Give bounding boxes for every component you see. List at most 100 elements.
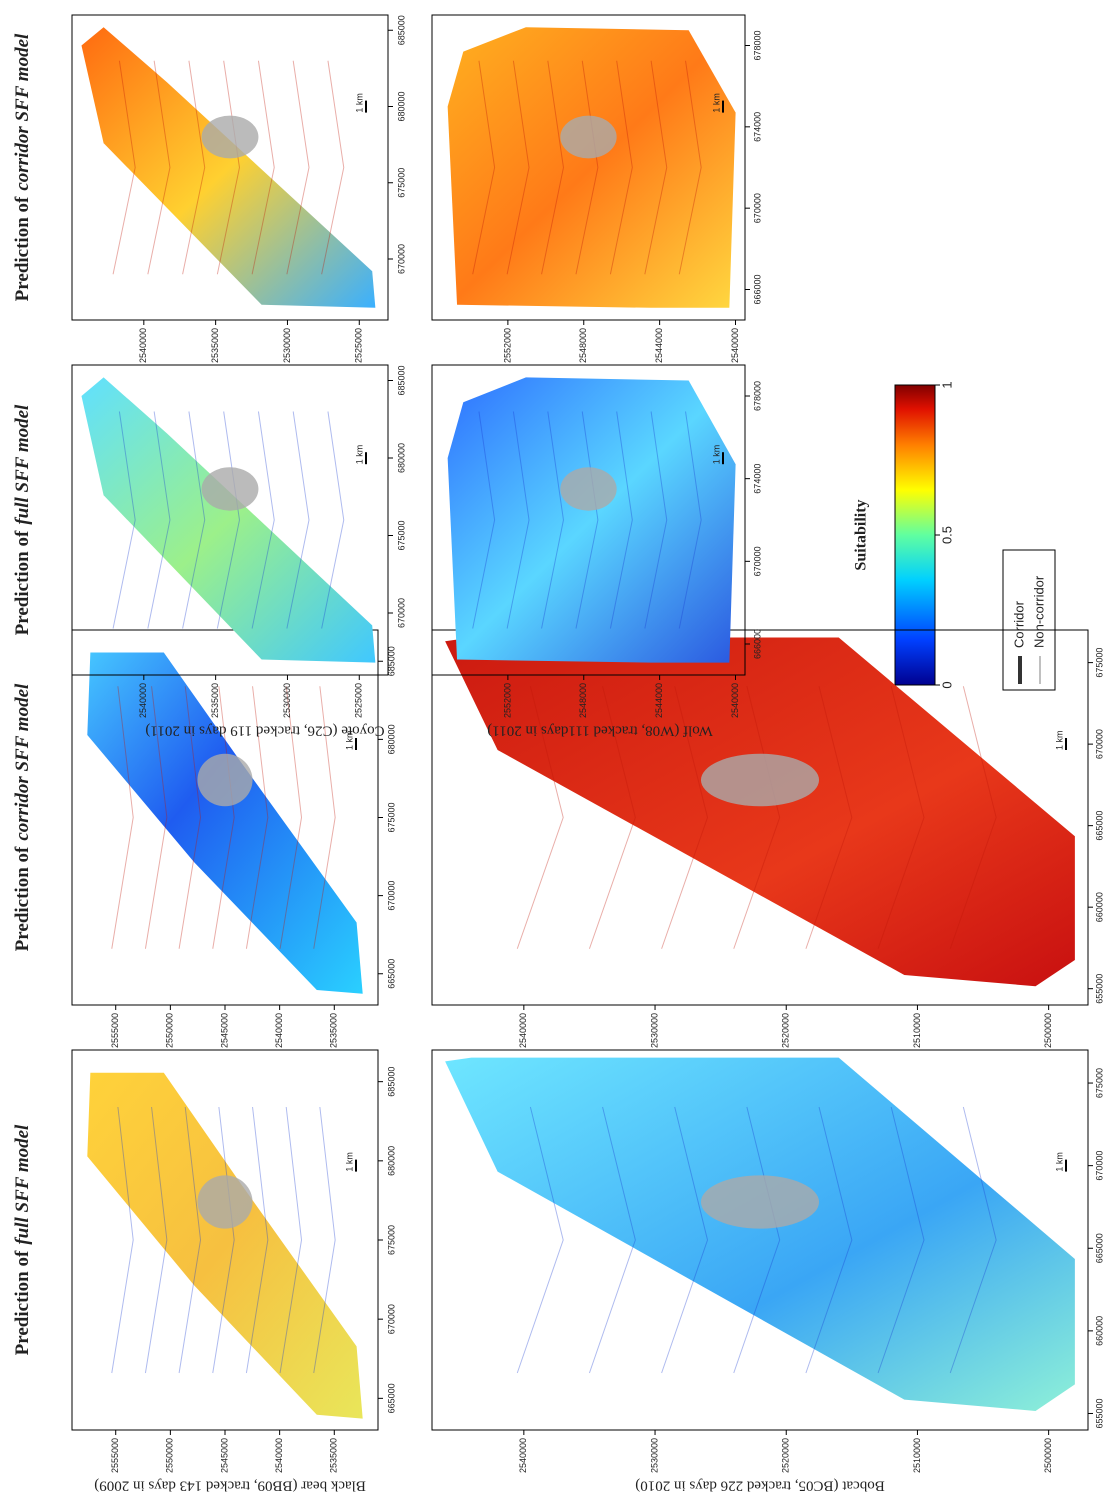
road-line <box>144 686 168 949</box>
colorbar-tick-label: 1 <box>939 381 954 388</box>
road-line <box>279 1106 303 1374</box>
road-line <box>212 686 235 949</box>
x-tick-label: 670000 <box>1094 729 1104 759</box>
scale-bar-label: 1 km <box>711 93 721 113</box>
track-cluster <box>700 1175 820 1229</box>
road-line <box>112 60 136 275</box>
track-cluster <box>201 115 259 159</box>
scale-bar-label: 1 km <box>711 445 721 465</box>
road-line <box>216 60 240 275</box>
y-tick-label: 2520000 <box>781 1438 791 1473</box>
x-tick-label: 660000 <box>1094 892 1104 922</box>
study-area <box>81 377 376 663</box>
road-line <box>678 60 702 275</box>
x-tick-label: 678000 <box>752 30 762 60</box>
species-label: Black bear (BB09, tracked 143 days in 20… <box>94 1478 366 1494</box>
track-cluster <box>197 1175 253 1229</box>
road-line <box>588 1106 636 1374</box>
y-tick-label: 2552000 <box>502 328 512 363</box>
x-tick-label: 675000 <box>386 802 396 832</box>
x-tick-label: 675000 <box>1094 1068 1104 1098</box>
road-line <box>949 686 997 949</box>
title-italic: full SFF model <box>12 404 33 525</box>
road-line <box>286 411 310 629</box>
scale-bar-label: 1 km <box>1054 1152 1064 1172</box>
x-tick-label: 675000 <box>396 520 406 550</box>
x-tick-label: 660000 <box>1094 1316 1104 1346</box>
road-line <box>182 60 206 275</box>
legend-entry: Non-corridor <box>1031 575 1046 648</box>
road-line <box>313 1106 336 1374</box>
y-tick-label: 2540000 <box>730 683 740 718</box>
map-frame <box>431 629 1089 1006</box>
y-tick-label: 2535000 <box>329 1013 339 1048</box>
y-tick-label: 2548000 <box>578 683 588 718</box>
scale-bar-label: 1 km <box>344 730 354 750</box>
y-tick-label: 2540000 <box>518 1438 528 1473</box>
road-line <box>178 686 202 949</box>
y-tick-label: 2540000 <box>274 1013 284 1048</box>
road-line <box>644 60 668 275</box>
road-line <box>212 1106 235 1374</box>
road-line <box>286 60 310 275</box>
y-tick-label: 2500000 <box>1043 1438 1053 1473</box>
road-line <box>609 60 633 275</box>
species-label: Bobcat (BC05, tracked 226 days in 2010) <box>635 1478 885 1494</box>
road-line <box>144 1106 168 1374</box>
title-lead: Prediction of <box>12 846 33 951</box>
y-tick-label: 2510000 <box>912 1013 922 1048</box>
track-cluster <box>700 753 820 807</box>
y-tick-label: 2540000 <box>730 328 740 363</box>
legend-box <box>1002 549 1056 691</box>
colorbar-tick-label: 0.5 <box>939 526 954 544</box>
y-tick-label: 2550000 <box>165 1438 175 1473</box>
y-tick-label: 2540000 <box>138 683 148 718</box>
x-tick-label: 685000 <box>396 15 406 45</box>
x-tick-label: 675000 <box>386 1225 396 1255</box>
x-tick-label: 665000 <box>1094 811 1104 841</box>
map-title: Prediction of full SFF model <box>12 404 33 635</box>
y-tick-label: 2535000 <box>329 1438 339 1473</box>
road-line <box>877 1106 925 1374</box>
y-tick-label: 2545000 <box>219 1013 229 1048</box>
road-line <box>178 1106 202 1374</box>
title-italic: full SFF model <box>12 1124 33 1245</box>
x-tick-label: 674000 <box>752 112 762 142</box>
road-line <box>516 1106 564 1374</box>
road-line <box>588 686 636 949</box>
y-tick-label: 2535000 <box>210 683 220 718</box>
study-area <box>87 652 363 994</box>
track-cluster <box>560 115 617 159</box>
road-line <box>661 686 709 949</box>
y-tick-label: 2530000 <box>649 1438 659 1473</box>
road-line <box>472 60 496 275</box>
road-line <box>644 411 668 629</box>
y-tick-label: 2530000 <box>282 683 292 718</box>
colorbar <box>894 384 936 686</box>
road-line <box>733 1106 781 1374</box>
y-tick-label: 2540000 <box>518 1013 528 1048</box>
map-frame <box>71 14 389 321</box>
study-area <box>445 1057 1075 1411</box>
study-area <box>447 377 736 663</box>
x-tick-label: 685000 <box>386 1067 396 1097</box>
y-tick-label: 2530000 <box>649 1013 659 1048</box>
y-tick-label: 2525000 <box>354 683 364 718</box>
y-tick-label: 2540000 <box>138 328 148 363</box>
map-title: Prediction of corridor SFF model <box>12 683 33 951</box>
title-italic: corridor SFF model <box>12 683 33 841</box>
track-cluster <box>197 753 253 807</box>
species-label: Wolf (W08, tracked 111days in 2011) <box>487 723 712 739</box>
x-tick-label: 675000 <box>396 168 406 198</box>
y-tick-label: 2548000 <box>578 328 588 363</box>
road-line <box>661 1106 709 1374</box>
x-tick-label: 670000 <box>386 881 396 911</box>
x-tick-label: 670000 <box>1094 1151 1104 1181</box>
x-tick-label: 665000 <box>386 1383 396 1413</box>
x-tick-label: 670000 <box>396 598 406 628</box>
road-line <box>678 411 702 629</box>
y-tick-label: 2544000 <box>654 683 664 718</box>
road-line <box>575 411 599 629</box>
road-line <box>112 411 136 629</box>
road-line <box>147 60 171 275</box>
